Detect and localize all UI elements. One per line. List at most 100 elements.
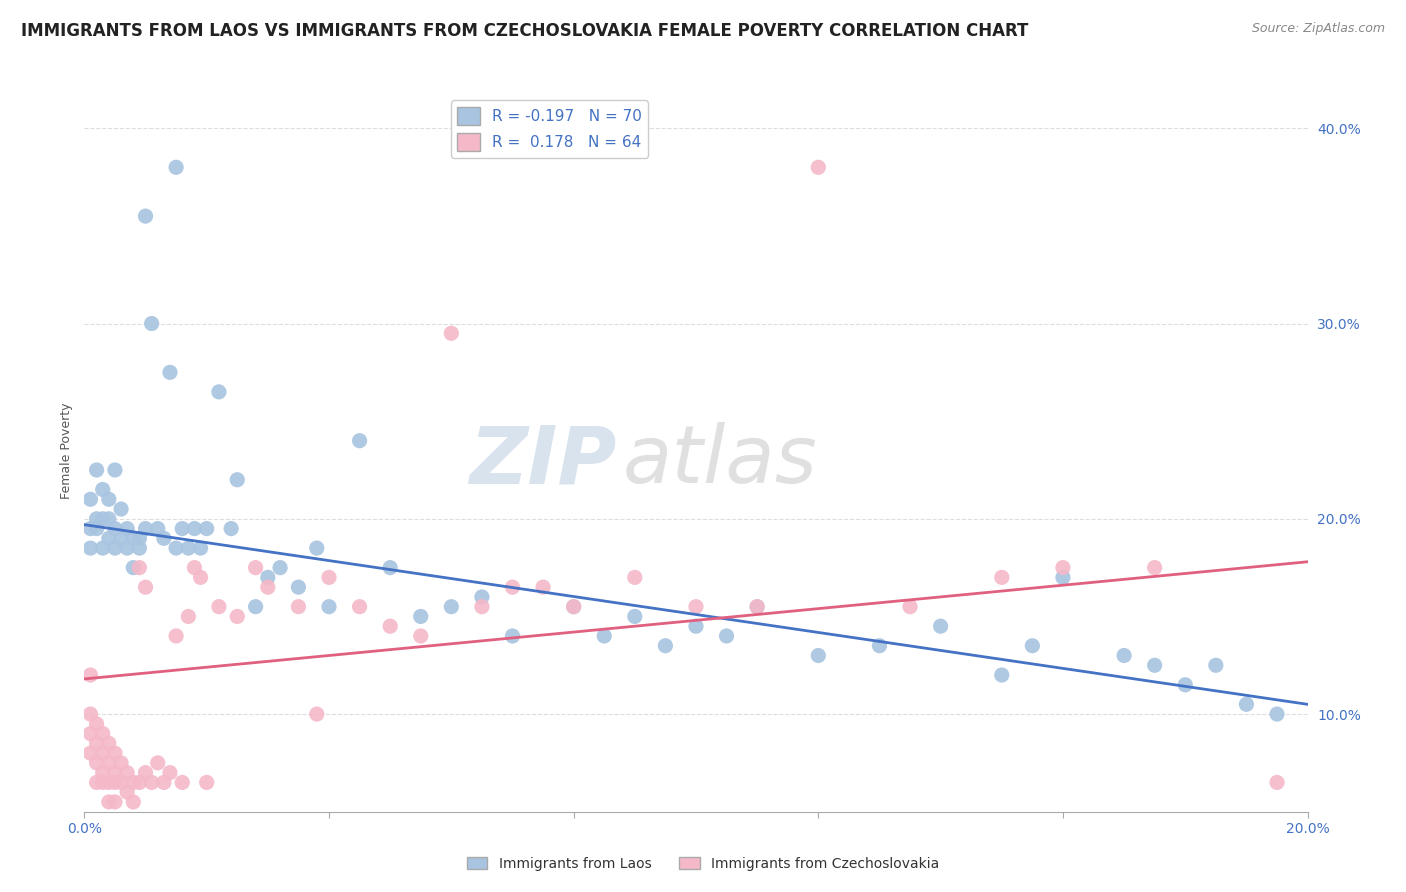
Point: [97, 795, 120, 809]
Point: [79, 522, 101, 536]
Point: [562, 599, 585, 614]
Point: [991, 570, 1014, 584]
Point: [172, 775, 194, 789]
Point: [122, 532, 145, 546]
Point: [165, 161, 187, 175]
Point: [172, 522, 194, 536]
Point: [97, 775, 120, 789]
Point: [1143, 560, 1166, 574]
Point: [1205, 658, 1227, 673]
Point: [531, 580, 554, 594]
Point: [104, 541, 127, 555]
Point: [1052, 570, 1074, 584]
Point: [1021, 639, 1043, 653]
Point: [654, 639, 676, 653]
Point: [91, 541, 114, 555]
Point: [318, 570, 340, 584]
Text: Source: ZipAtlas.com: Source: ZipAtlas.com: [1251, 22, 1385, 36]
Point: [122, 775, 145, 789]
Point: [135, 765, 157, 780]
Point: [110, 775, 132, 789]
Point: [685, 619, 707, 633]
Point: [115, 765, 138, 780]
Point: [97, 532, 120, 546]
Point: [1265, 775, 1288, 789]
Point: [562, 599, 585, 614]
Point: [716, 629, 738, 643]
Point: [135, 209, 157, 223]
Point: [97, 756, 120, 770]
Point: [86, 736, 108, 750]
Point: [128, 541, 150, 555]
Point: [869, 639, 891, 653]
Point: [190, 570, 212, 584]
Legend: Immigrants from Laos, Immigrants from Czechoslovakia: Immigrants from Laos, Immigrants from Cz…: [461, 851, 945, 876]
Point: [1236, 698, 1258, 712]
Point: [219, 522, 242, 536]
Point: [110, 756, 132, 770]
Point: [110, 502, 132, 516]
Point: [79, 746, 101, 760]
Point: [128, 775, 150, 789]
Point: [86, 716, 108, 731]
Point: [135, 522, 157, 536]
Point: [195, 522, 218, 536]
Point: [97, 512, 120, 526]
Point: [165, 629, 187, 643]
Point: [79, 726, 101, 740]
Point: [929, 619, 952, 633]
Text: ZIP: ZIP: [470, 422, 616, 500]
Point: [287, 580, 309, 594]
Point: [104, 775, 127, 789]
Point: [79, 492, 101, 507]
Point: [177, 609, 200, 624]
Point: [146, 756, 169, 770]
Point: [380, 619, 402, 633]
Point: [305, 707, 328, 722]
Point: [624, 609, 647, 624]
Point: [747, 599, 769, 614]
Point: [502, 629, 524, 643]
Point: [349, 599, 371, 614]
Point: [177, 541, 200, 555]
Point: [153, 532, 176, 546]
Point: [91, 483, 114, 497]
Point: [79, 541, 101, 555]
Point: [159, 765, 181, 780]
Point: [122, 560, 145, 574]
Point: [104, 746, 127, 760]
Point: [146, 522, 169, 536]
Point: [807, 161, 830, 175]
Point: [91, 512, 114, 526]
Point: [380, 560, 402, 574]
Point: [305, 541, 328, 555]
Point: [409, 609, 432, 624]
Point: [190, 541, 212, 555]
Point: [110, 532, 132, 546]
Point: [79, 668, 101, 682]
Point: [208, 599, 231, 614]
Point: [91, 726, 114, 740]
Point: [183, 560, 205, 574]
Point: [245, 560, 267, 574]
Point: [128, 560, 150, 574]
Point: [128, 532, 150, 546]
Point: [807, 648, 830, 663]
Point: [104, 765, 127, 780]
Point: [115, 522, 138, 536]
Point: [1265, 707, 1288, 722]
Point: [409, 629, 432, 643]
Point: [165, 541, 187, 555]
Point: [471, 590, 494, 604]
Point: [287, 599, 309, 614]
Point: [226, 473, 249, 487]
Text: IMMIGRANTS FROM LAOS VS IMMIGRANTS FROM CZECHOSLOVAKIA FEMALE POVERTY CORRELATIO: IMMIGRANTS FROM LAOS VS IMMIGRANTS FROM …: [21, 22, 1028, 40]
Point: [471, 599, 494, 614]
Point: [86, 756, 108, 770]
Point: [1174, 678, 1197, 692]
Point: [91, 746, 114, 760]
Point: [747, 599, 769, 614]
Point: [245, 599, 267, 614]
Point: [122, 795, 145, 809]
Point: [86, 775, 108, 789]
